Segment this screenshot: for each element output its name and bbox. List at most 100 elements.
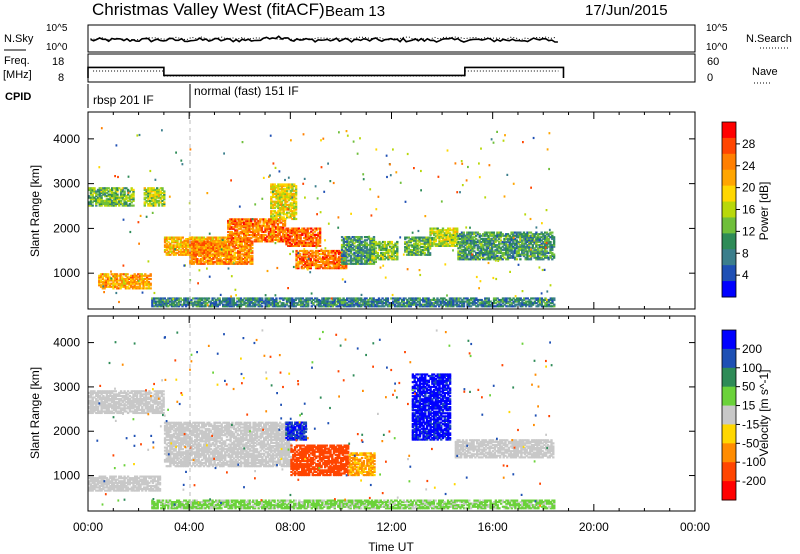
echo-cell bbox=[143, 191, 146, 195]
echo-cell bbox=[349, 305, 352, 308]
echo-cell bbox=[163, 201, 166, 204]
echo-cell bbox=[115, 277, 119, 281]
echo-cell bbox=[369, 243, 372, 247]
echo-cell bbox=[330, 249, 334, 253]
echo-cell bbox=[110, 279, 113, 282]
echo-cell bbox=[294, 192, 298, 195]
echo-cell bbox=[278, 219, 281, 223]
echo-cell bbox=[500, 298, 503, 302]
echo-cell bbox=[303, 240, 306, 243]
echo-cell bbox=[436, 302, 439, 305]
echo-cell bbox=[360, 258, 363, 261]
echo-cell bbox=[385, 245, 388, 248]
echo-cell bbox=[549, 248, 552, 251]
echo-cell bbox=[376, 244, 379, 247]
echo-cell bbox=[346, 302, 349, 305]
echo-cell bbox=[427, 250, 430, 253]
echo-cell bbox=[199, 251, 203, 254]
echo-cell bbox=[96, 190, 100, 193]
echo-cell bbox=[477, 305, 480, 308]
echo-cell bbox=[369, 254, 372, 257]
echo-cell bbox=[452, 240, 455, 243]
echo-cell bbox=[109, 202, 112, 206]
echo-cell bbox=[167, 236, 170, 239]
echo-cell bbox=[307, 267, 311, 270]
echo-cell bbox=[248, 230, 251, 234]
echo-cell bbox=[240, 248, 243, 251]
echo-cell bbox=[295, 267, 298, 270]
echo-cell bbox=[126, 287, 129, 290]
echo-cell bbox=[517, 242, 520, 245]
echo-cell bbox=[513, 251, 517, 255]
echo-cell bbox=[319, 305, 322, 308]
echo-cell bbox=[501, 240, 504, 244]
echo-cell bbox=[239, 218, 242, 221]
echo-cell bbox=[219, 253, 222, 256]
echo-cell bbox=[530, 300, 533, 303]
echo-cell bbox=[421, 236, 425, 239]
echo-cell bbox=[285, 241, 288, 244]
echo-cell bbox=[466, 255, 469, 258]
echo-cell bbox=[490, 248, 494, 251]
echo-cell bbox=[314, 253, 318, 256]
echo-cell bbox=[224, 250, 227, 253]
echo-cell bbox=[396, 256, 399, 259]
echo-cell bbox=[332, 251, 335, 254]
echo-cell bbox=[246, 240, 249, 243]
echo-cell bbox=[228, 261, 231, 264]
echo-cell bbox=[135, 281, 138, 284]
echo-cell bbox=[215, 243, 219, 247]
echo-cell bbox=[251, 227, 255, 230]
echo-cell bbox=[197, 297, 200, 300]
echo-cell bbox=[140, 277, 143, 281]
echo-cell bbox=[308, 241, 311, 244]
echo-cell bbox=[371, 258, 374, 261]
echo-cell bbox=[494, 245, 497, 248]
echo-cell bbox=[215, 256, 219, 259]
echo-cell bbox=[505, 250, 508, 253]
echo-cell bbox=[323, 253, 327, 256]
echo-cell bbox=[349, 250, 353, 253]
echo-cell bbox=[499, 242, 503, 245]
echo-cell bbox=[436, 244, 439, 247]
echo-cell bbox=[248, 227, 251, 230]
echo-cell bbox=[354, 300, 358, 303]
echo-cell bbox=[498, 247, 501, 250]
echo-cell bbox=[244, 224, 248, 227]
echo-cell bbox=[217, 236, 220, 239]
echo-cell bbox=[372, 297, 375, 300]
echo-cell bbox=[545, 231, 549, 234]
echo-cell bbox=[365, 239, 369, 242]
echo-cell bbox=[342, 239, 346, 242]
echo-cell bbox=[515, 247, 519, 250]
echo-cell bbox=[297, 240, 301, 243]
echo-cell bbox=[306, 227, 309, 230]
echo-cell bbox=[235, 243, 238, 247]
echo-cell bbox=[143, 204, 146, 207]
echo-cell bbox=[198, 262, 201, 265]
echo-cell bbox=[318, 260, 321, 264]
echo-cell bbox=[339, 267, 343, 270]
echo-cell bbox=[423, 238, 426, 241]
echo-cell bbox=[489, 250, 492, 253]
echo-cell bbox=[103, 195, 107, 198]
echo-cell bbox=[228, 230, 232, 234]
echo-cell bbox=[512, 251, 515, 255]
echo-cell bbox=[246, 224, 249, 227]
echo-cell bbox=[150, 195, 154, 198]
echo-cell bbox=[346, 240, 349, 243]
echo-cell bbox=[399, 303, 402, 306]
echo-cell bbox=[390, 245, 394, 248]
echo-cell bbox=[216, 303, 220, 306]
echo-cell bbox=[524, 256, 527, 259]
echo-cell bbox=[297, 236, 301, 240]
echo-cell bbox=[292, 230, 295, 233]
echo-cell bbox=[457, 258, 460, 261]
echo-cell bbox=[473, 258, 476, 261]
echo-cell bbox=[185, 247, 188, 250]
echo-cell bbox=[418, 239, 421, 242]
echo-cell bbox=[140, 276, 143, 279]
echo-cell bbox=[250, 297, 253, 300]
echo-cell bbox=[105, 199, 109, 202]
echo-cell bbox=[434, 232, 438, 235]
